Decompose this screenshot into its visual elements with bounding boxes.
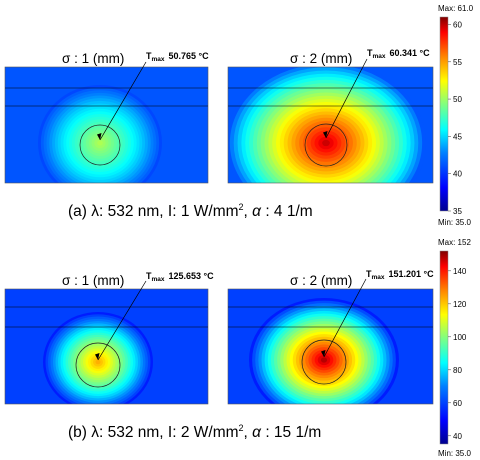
beam-circle bbox=[79, 124, 121, 166]
heatmap-panel-b2: σ : 2 (mm) Tmax 151.201 °C bbox=[227, 269, 434, 405]
caption-a: (a) λ: 532 nm, I: 1 W/mm2, α : 4 1/m bbox=[68, 202, 313, 220]
beam-circle bbox=[301, 339, 347, 385]
heatmap-panel-b1: σ : 1 (mm) Tmax 125.653 °C bbox=[4, 271, 214, 405]
beam-circle bbox=[304, 123, 348, 167]
sigma-label: σ : 2 (mm) bbox=[290, 51, 352, 66]
figure-a: σ : 1 (mm) Tmax 50.765 °C σ : 2 (mm) Tmax… bbox=[4, 4, 474, 227]
tmax-label: Tmax 50.765 °C bbox=[146, 51, 209, 63]
colorbar-tick-label: 60 bbox=[453, 399, 462, 408]
tmax-pointer-line bbox=[325, 58, 368, 139]
heat-spot bbox=[43, 312, 153, 404]
heat-spot bbox=[38, 85, 162, 183]
colorbar-a: Max: 61.0 60 55 50 45 40 35 Min: 35.0 bbox=[438, 4, 474, 227]
heatmap-panel-a2: σ : 2 (mm) Tmax 60.341 °C bbox=[227, 48, 434, 184]
panel-frame bbox=[227, 288, 434, 405]
tmax-pointer-arrow bbox=[97, 133, 102, 140]
tmax-pointer-arrow bbox=[321, 350, 326, 357]
tmax-pointer-line bbox=[97, 280, 147, 361]
heat-contour bbox=[320, 357, 328, 363]
sigma-label: σ : 1 (mm) bbox=[62, 273, 124, 288]
colorbar-tick-label: 60 bbox=[453, 20, 462, 29]
tmax-pointer-line bbox=[99, 61, 147, 141]
figure-b: σ : 1 (mm) Tmax 125.653 °C σ : 2 (mm) Tma… bbox=[4, 238, 471, 458]
sigma-label: σ : 2 (mm) bbox=[290, 273, 352, 288]
colorbar-tick-label: 100 bbox=[453, 333, 467, 342]
heat-spot bbox=[249, 298, 399, 404]
colorbar-min-label: Min: 35.0 bbox=[438, 449, 471, 458]
colorbar-ticks: 140 120 100 80 60 40 bbox=[448, 267, 467, 441]
panel-frame bbox=[227, 66, 434, 184]
colorbar-gradient bbox=[439, 16, 449, 212]
heat-spot bbox=[228, 67, 426, 183]
colorbar-tick-label: 55 bbox=[453, 58, 462, 67]
heat-contour bbox=[322, 139, 330, 147]
tmax-label: Tmax 151.201 °C bbox=[366, 269, 434, 281]
heat-contour bbox=[97, 140, 103, 146]
colorbar-tick-label: 140 bbox=[453, 267, 467, 276]
tmax-pointer-arrow bbox=[95, 353, 100, 360]
colorbar-b: Max: 152 140 120 100 80 60 40 Min: 35.0 bbox=[438, 238, 471, 458]
colorbar-max-label: Max: 152 bbox=[438, 238, 471, 247]
colorbar-tick-label: 40 bbox=[453, 170, 462, 179]
heatmap-panel-a1: σ : 1 (mm) Tmax 50.765 °C bbox=[4, 51, 209, 184]
beam-circle bbox=[75, 342, 121, 388]
panel-frame bbox=[4, 288, 209, 405]
colorbar-tick-label: 45 bbox=[453, 132, 462, 141]
colorbar-tick-label: 80 bbox=[453, 366, 462, 375]
tmax-pointer-arrow bbox=[323, 131, 328, 138]
heat-contour bbox=[95, 359, 101, 365]
colorbar-min-label: Min: 35.0 bbox=[438, 218, 471, 227]
tmax-label: Tmax 60.341 °C bbox=[367, 48, 430, 60]
tmax-label: Tmax 125.653 °C bbox=[146, 271, 214, 283]
caption-b: (b) λ: 532 nm, I: 2 W/mm2, α : 15 1/m bbox=[68, 423, 321, 441]
colorbar-tick-label: 120 bbox=[453, 300, 467, 309]
tmax-pointer-line bbox=[323, 278, 367, 358]
colorbar-gradient bbox=[439, 250, 449, 445]
colorbar-tick-label: 35 bbox=[453, 207, 462, 216]
colorbar-max-label: Max: 61.0 bbox=[438, 4, 474, 13]
sigma-label: σ : 1 (mm) bbox=[62, 51, 124, 66]
colorbar-ticks: 60 55 50 45 40 35 bbox=[448, 20, 462, 216]
colorbar-tick-label: 50 bbox=[453, 95, 462, 104]
colorbar-tick-label: 40 bbox=[453, 432, 462, 441]
panel-frame bbox=[4, 66, 209, 184]
